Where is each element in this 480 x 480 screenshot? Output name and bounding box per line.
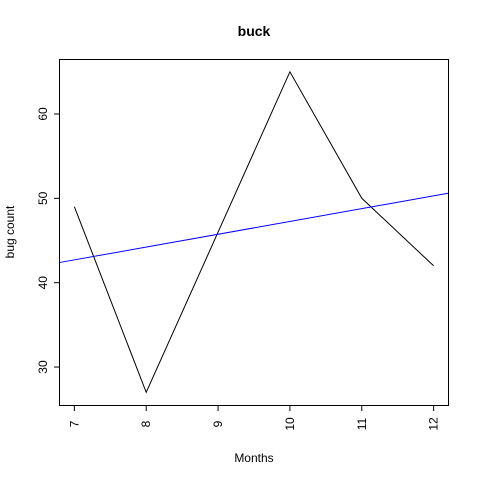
- y-tick-label: 50: [36, 191, 50, 205]
- x-tick-label: 10: [283, 417, 297, 431]
- x-tick-label: 11: [355, 417, 369, 430]
- chart-title: buck: [238, 23, 271, 39]
- y-tick-label: 60: [36, 107, 50, 121]
- x-tick-label: 9: [211, 420, 225, 427]
- x-axis-label: Months: [234, 451, 273, 465]
- x-tick-label: 7: [67, 420, 81, 427]
- y-tick-label: 40: [36, 276, 50, 290]
- plot-frame: [59, 59, 449, 406]
- y-axis-label: bug count: [3, 205, 17, 258]
- x-tick-label: 8: [139, 420, 153, 427]
- series-line-0: [73, 70, 434, 394]
- x-tick-label: 12: [427, 417, 441, 431]
- trend-line: [59, 192, 449, 263]
- y-tick-label: 30: [36, 360, 50, 374]
